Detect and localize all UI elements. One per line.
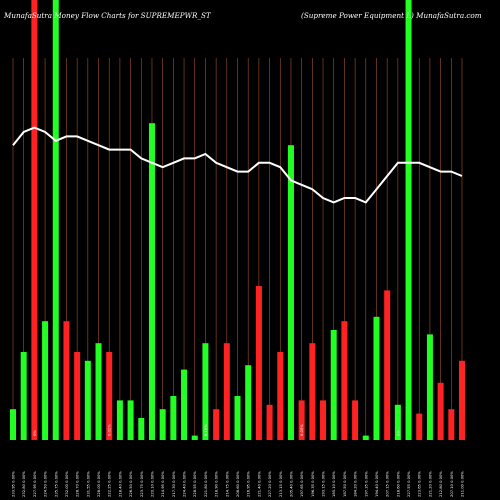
x-tick-label: 185.10 0.00%: [332, 471, 336, 497]
bar: [362, 435, 369, 440]
bar: [448, 409, 455, 440]
x-tick-label: 228.00 0.00%: [97, 471, 101, 497]
marker-label: 0.01%: [108, 424, 112, 436]
x-tick-label: 231.55 0.00%: [86, 471, 90, 497]
marker-labels: 0% 0.01% 0.16% 0.05% 0%: [33, 424, 400, 436]
x-tick-label: 208.60 0.00%: [236, 471, 240, 497]
bar: [426, 334, 433, 440]
bar: [63, 321, 70, 440]
chart-header-left: MunafaSutra Money Flow Charts for SUPREM…: [3, 11, 212, 20]
bar: [266, 404, 273, 440]
bar: [148, 123, 155, 440]
x-tick-label: 212.80 0.00%: [439, 471, 443, 497]
bar: [42, 321, 49, 440]
x-tick-label: 235.75 0.00%: [54, 471, 58, 497]
bar: [223, 343, 230, 440]
x-tick-label: 187.50 0.00%: [343, 471, 347, 497]
line-series: [12, 126, 463, 204]
x-tick-label: 205.40 0.00%: [289, 471, 293, 497]
bar: [309, 343, 316, 440]
x-tick-label: 184.20 0.00%: [354, 471, 358, 497]
x-tick-label: 214.95 0.00%: [161, 471, 165, 497]
marker-label: 0%: [396, 430, 400, 436]
bar: [74, 352, 81, 440]
bar: [384, 290, 391, 440]
x-tick-label: 197.35 0.00%: [364, 471, 368, 497]
x-tick-label: 197.65 0.00%: [300, 471, 304, 497]
marker-label: 0%: [33, 430, 37, 436]
x-tick-label: 211.00 0.00%: [461, 471, 465, 497]
bar: [10, 409, 16, 440]
bar: [255, 286, 262, 440]
bar: [459, 360, 465, 440]
x-tick-label: 214.75 0.00%: [225, 471, 229, 497]
x-tick-label: 228.55 0.00%: [193, 471, 197, 497]
bar: [181, 369, 188, 440]
price-line: [12, 126, 463, 204]
bar: [352, 400, 359, 440]
x-tick-label: 221.40 0.00%: [257, 471, 261, 497]
bar-series: [10, 0, 465, 440]
bar: [202, 343, 209, 440]
bar: [405, 0, 412, 440]
x-tick-label: 232.00 0.00%: [65, 471, 69, 497]
x-tick-label: 216.95 0.00%: [247, 471, 251, 497]
bar: [330, 330, 337, 440]
x-tick-label: 217.30 0.00%: [172, 471, 176, 497]
x-tick-label: 233.95 0.00%: [12, 471, 16, 497]
x-tick-label: 222.25 0.00%: [108, 471, 112, 497]
bar: [234, 396, 241, 440]
bar: [138, 418, 145, 440]
bar: [191, 435, 198, 440]
x-tick-label: 213.15 0.00%: [279, 471, 283, 497]
chart-header-right: (Supreme Power Equipment L) MunafaSutra.…: [301, 11, 482, 20]
x-tick-label: 223.75 0.00%: [140, 471, 144, 497]
bar: [95, 343, 102, 440]
x-tick-label: 226.50 0.00%: [129, 471, 133, 497]
x-tick-label: 223.65 0.00%: [418, 471, 422, 497]
bar: [298, 400, 305, 440]
bar: [106, 352, 113, 440]
bar: [320, 400, 327, 440]
bar: [116, 400, 123, 440]
bar: [341, 321, 348, 440]
bar: [20, 352, 27, 440]
x-tick-label: 227.55 0.00%: [407, 471, 411, 497]
x-tick-label: 224.40 0.00%: [183, 471, 187, 497]
bar: [159, 409, 166, 440]
x-tick-label: 227.95 0.00%: [33, 471, 37, 497]
bar: [52, 0, 59, 440]
x-tick-label: 194.40 0.00%: [375, 471, 379, 497]
x-tick-labels: 233.95 0.00% 232.80 0.00% 227.95 0.00% 224.…: [12, 471, 465, 497]
x-tick-label: 221.80 0.00%: [204, 471, 208, 497]
bar: [127, 400, 134, 440]
bar: [84, 360, 91, 440]
x-tick-label: 221.20 0.00%: [428, 471, 432, 497]
x-tick-label: 218.90 0.00%: [215, 471, 219, 497]
bar: [373, 316, 380, 440]
bar: [170, 396, 177, 440]
bar: [287, 145, 294, 440]
marker-label: 0.05%: [300, 424, 304, 436]
x-tick-label: 220.10 0.00%: [150, 471, 154, 497]
bar: [416, 413, 423, 440]
x-tick-label: 207.15 0.00%: [386, 471, 390, 497]
x-tick-label: 218.40 0.00%: [118, 471, 122, 497]
x-tick-label: 228.70 0.00%: [76, 471, 80, 497]
x-tick-label: 193.15 0.00%: [322, 471, 326, 497]
x-tick-label: 224.50 0.00%: [44, 471, 48, 497]
bar: [277, 352, 284, 440]
bar: [437, 382, 444, 440]
bar: [394, 404, 401, 440]
x-tick-label: 227.20 0.00%: [268, 471, 272, 497]
marker-label: 0.16%: [204, 424, 208, 436]
x-tick-label: 218.60 0.00%: [396, 471, 400, 497]
bar: [245, 365, 252, 440]
x-tick-label: 232.80 0.00%: [22, 471, 26, 497]
bar: [213, 409, 220, 440]
x-tick-label: 196.35 0.00%: [311, 471, 315, 497]
bar: [31, 0, 38, 440]
x-tick-label: 207.10 0.00%: [450, 471, 454, 497]
